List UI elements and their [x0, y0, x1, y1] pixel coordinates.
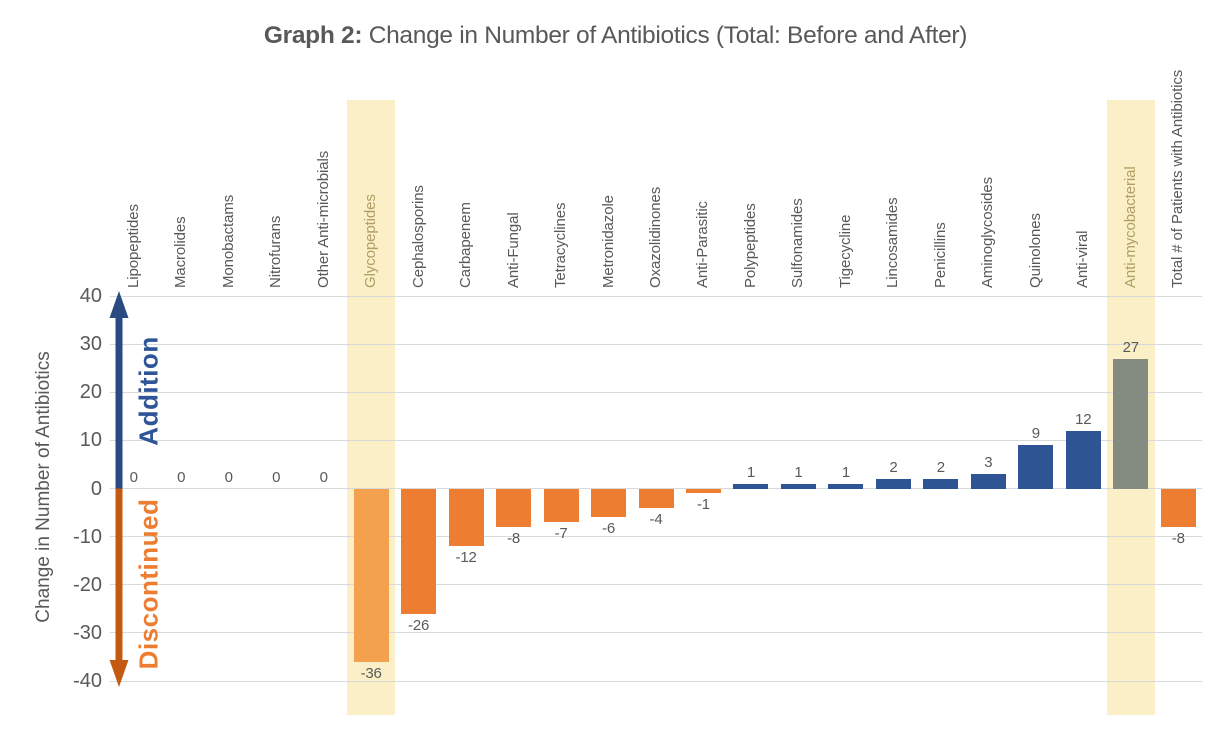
data-label-anti-viral: 12: [1075, 410, 1092, 428]
gridline-40: [110, 295, 1202, 297]
category-label-aminoglycosides: Aminoglycosides: [979, 176, 997, 288]
category-label-lincosamides: Lincosamides: [884, 197, 902, 288]
bar-polypeptides: [733, 483, 769, 489]
gridline-30: [110, 343, 1202, 345]
bar-tigecycline: [828, 483, 864, 489]
category-label-monobactams: Monobactams: [219, 194, 237, 288]
data-label-anti-parasitic: -1: [697, 496, 710, 514]
category-label-macrolides: Macrolides: [172, 216, 190, 288]
data-label-tetracyclines: -7: [554, 525, 568, 543]
category-label-total-of-patients-with-antibiotics: Total # of Patients with Antibiotics: [1169, 69, 1187, 288]
data-label-lipopeptides: 0: [129, 468, 138, 486]
data-label-polypeptides: 1: [746, 463, 756, 481]
bar-penicillins: [923, 478, 959, 489]
category-label-nitrofurans: Nitrofurans: [267, 215, 285, 288]
bar-total-of-patients-with-antibiotics: [1160, 488, 1196, 527]
data-label-oxazolidinones: -4: [649, 510, 663, 528]
y-tick-label-20: 20: [79, 381, 102, 404]
gridline-10: [110, 439, 1202, 441]
category-label-tetracyclines: Tetracyclines: [552, 202, 570, 288]
bar-anti-parasitic: [685, 488, 721, 494]
gridline--40: [110, 680, 1202, 682]
y-tick-label--20: -20: [73, 573, 102, 596]
data-label-metronidazole: -6: [602, 520, 615, 538]
category-label-metronidazole: Metronidazole: [599, 195, 617, 288]
data-label-total-of-patients-with-antibiotics: -8: [1171, 530, 1185, 547]
data-label-macrolides: 0: [177, 468, 186, 486]
data-label-anti-fungal: -8: [507, 530, 521, 547]
y-tick-label-10: 10: [79, 429, 102, 452]
bar-glycopeptides: [353, 488, 389, 662]
bar-oxazolidinones: [638, 488, 674, 508]
category-label-quinolones: Quinolones: [1026, 213, 1044, 288]
data-label-quinolones: 9: [1031, 425, 1040, 443]
bar-anti-viral: [1065, 430, 1101, 489]
bar-anti-fungal: [496, 488, 532, 527]
chart-title-text: Change in Number of Antibiotics (Total: …: [362, 22, 968, 49]
addition-label: Addition: [133, 336, 164, 446]
bar-carbapenem: [448, 488, 484, 547]
category-label-polypeptides: Polypeptides: [741, 203, 759, 288]
y-tick-label-0: 0: [90, 477, 102, 500]
data-label-penicillins: 2: [936, 458, 945, 476]
category-label-glycopeptides: Glycopeptides: [362, 194, 380, 288]
y-axis-title: Change in Number of Antibiotics: [33, 351, 54, 623]
category-label-carbapenem: Carbapenem: [457, 202, 475, 288]
category-label-anti-mycobacterial: Anti-mycobacterial: [1121, 166, 1139, 288]
bar-cephalosporins: [401, 488, 437, 614]
data-label-monobactams: 0: [224, 468, 233, 486]
addition-arrow-icon: [109, 291, 129, 489]
bar-quinolones: [1018, 445, 1054, 489]
category-label-oxazolidinones: Oxazolidinones: [647, 186, 664, 288]
data-label-carbapenem: -12: [455, 549, 477, 567]
category-label-anti-fungal: Anti-Fungal: [504, 212, 522, 288]
bar-lincosamides: [875, 478, 911, 489]
data-label-aminoglycosides: 3: [984, 454, 993, 472]
chart-title: Graph 2: Change in Number of Antibiotics…: [0, 22, 1231, 50]
bar-aminoglycosides: [970, 474, 1006, 489]
data-label-tigecycline: 1: [841, 463, 850, 481]
gridline--20: [110, 584, 1202, 586]
y-tick-label--30: -30: [73, 621, 102, 644]
y-tick-label--40: -40: [73, 670, 102, 692]
category-label-penicillins: Penicillins: [931, 222, 949, 288]
data-label-other-anti-microbials: 0: [319, 468, 328, 486]
bar-anti-mycobacterial: [1113, 358, 1149, 489]
bar-tetracyclines: [543, 488, 579, 523]
data-label-glycopeptides: -36: [360, 664, 382, 682]
chart-title-prefix: Graph 2:: [263, 22, 363, 49]
y-tick-label-30: 30: [79, 333, 102, 356]
discontinued-label: Discontinued: [133, 498, 164, 670]
y-tick-label--10: -10: [73, 525, 102, 548]
y-tick-label-40: 40: [79, 285, 102, 307]
category-label-sulfonamides: Sulfonamides: [789, 198, 807, 288]
data-label-sulfonamides: 1: [794, 463, 803, 481]
category-label-anti-viral: Anti-viral: [1074, 230, 1092, 288]
discontinued-arrow-icon: [109, 488, 129, 687]
category-label-anti-parasitic: Anti-Parasitic: [694, 201, 712, 288]
category-label-cephalosporins: Cephalosporins: [409, 185, 427, 288]
data-label-lincosamides: 2: [889, 458, 898, 476]
category-label-lipopeptides: Lipopeptides: [124, 204, 142, 288]
data-label-cephalosporins: -26: [408, 616, 430, 634]
gridline--10: [110, 536, 1202, 538]
bar-metronidazole: [591, 488, 627, 518]
gridline--30: [110, 632, 1202, 634]
category-label-tigecycline: Tigecycline: [836, 214, 854, 288]
category-label-other-anti-microbials: Other Anti-microbials: [314, 150, 332, 288]
data-label-anti-mycobacterial: 27: [1122, 338, 1139, 356]
bar-sulfonamides: [780, 483, 816, 489]
gridline-20: [110, 391, 1202, 393]
data-label-nitrofurans: 0: [272, 468, 281, 486]
